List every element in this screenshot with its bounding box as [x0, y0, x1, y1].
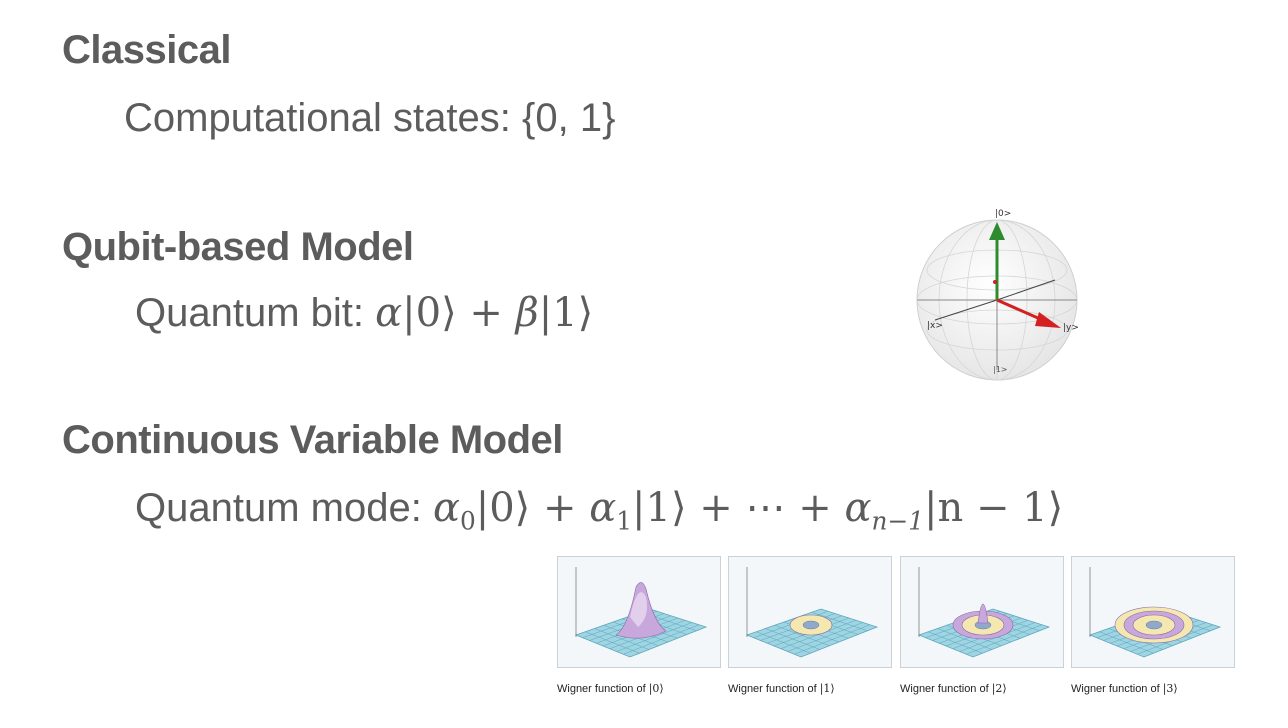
wigner-caption-1: Wigner function of |1⟩ [728, 682, 835, 695]
wigner-caption-ket: |0⟩ [648, 682, 664, 695]
ket-1: |1⟩ [632, 485, 687, 531]
classical-states-line: Computational states: {0, 1} [124, 96, 616, 140]
qubit-formula: α|0⟩ + β|1⟩ [375, 290, 593, 336]
ket-1: |1⟩ [538, 290, 594, 336]
wigner-caption-ket: |2⟩ [991, 682, 1007, 695]
wigner-caption-text: Wigner function of [728, 683, 820, 695]
plus-sign: + [798, 485, 832, 531]
alpha0-symbol: α [432, 485, 460, 531]
cv-heading: Continuous Variable Model [62, 418, 563, 462]
label-1: |1> [993, 365, 1008, 374]
wigner-plot-3 [1071, 556, 1235, 668]
ellipsis: ⋯ [745, 485, 786, 531]
wigner-caption-ket: |3⟩ [1162, 682, 1178, 695]
wigner-caption-0: Wigner function of |0⟩ [557, 682, 664, 695]
z-arrow-head [989, 222, 1005, 240]
qubit-prefix: Quantum bit: [135, 291, 376, 335]
plus-sign: + [699, 485, 733, 531]
plus-sign: + [542, 485, 577, 531]
qubit-heading: Qubit-based Model [62, 225, 414, 269]
wigner-plot-0 [557, 556, 721, 668]
sub-0: 0 [459, 506, 476, 536]
cv-prefix: Quantum mode: [135, 486, 433, 530]
alpha1-symbol: α [589, 485, 617, 531]
cv-line: Quantum mode: α0|0⟩ + α1|1⟩ + ⋯ + αn−1|n… [135, 485, 1063, 536]
sub-1: 1 [616, 506, 633, 536]
sub-n-minus-1: n−1 [871, 506, 924, 536]
plus-sign: + [469, 290, 503, 336]
cv-formula: α0|0⟩ + α1|1⟩ + ⋯ + αn−1|n − 1⟩ [432, 485, 1064, 536]
alpha-symbol: α [375, 290, 403, 336]
wigner-caption-text: Wigner function of [557, 683, 649, 695]
label-0: |0> [995, 209, 1011, 219]
wigner-caption-text: Wigner function of [900, 683, 992, 695]
wigner-caption-2: Wigner function of |2⟩ [900, 682, 1007, 695]
wigner-plot-1 [728, 556, 892, 668]
classical-heading: Classical [62, 28, 231, 72]
ket-0: |0⟩ [402, 290, 457, 336]
alphan-symbol: α [844, 485, 872, 531]
qubit-line: Quantum bit: α|0⟩ + β|1⟩ [135, 290, 593, 336]
wigner-plot-2 [900, 556, 1064, 668]
label-x: |x> [927, 321, 943, 331]
bloch-sphere-figure: |0> |x> |y> |1> [916, 209, 1079, 381]
wigner-caption-ket: |1⟩ [819, 682, 835, 695]
state-vector-head [1035, 312, 1061, 328]
wigner-caption-3: Wigner function of |3⟩ [1071, 682, 1178, 695]
ket-0: |0⟩ [475, 485, 531, 531]
label-y: |y> [1063, 323, 1079, 333]
wigner-caption-text: Wigner function of [1071, 683, 1163, 695]
origin-dot [993, 280, 997, 284]
beta-symbol: β [515, 290, 539, 336]
ket-n-minus-1: |n − 1⟩ [924, 485, 1064, 531]
